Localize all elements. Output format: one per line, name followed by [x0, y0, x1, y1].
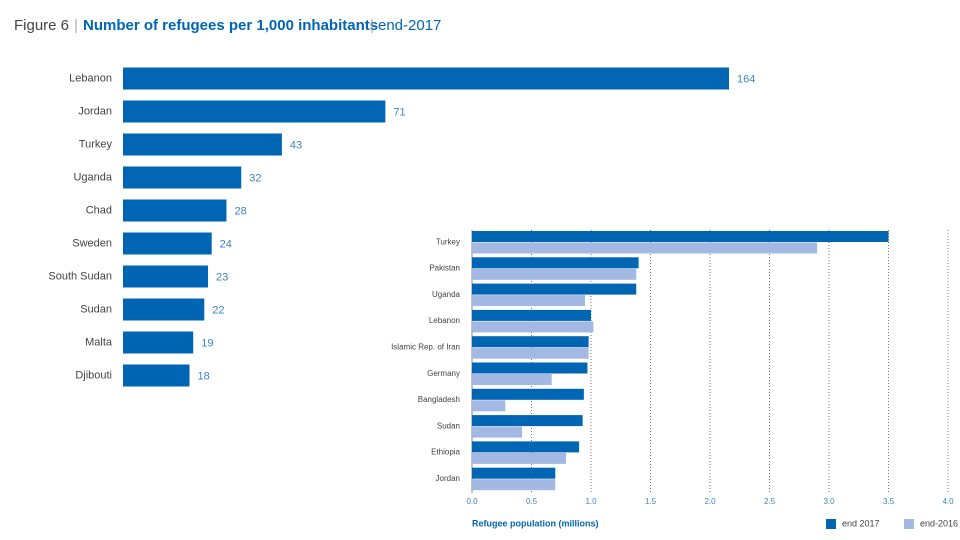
data-label: 23 — [216, 271, 228, 283]
x-tick-label: 0.5 — [526, 497, 538, 506]
data-label: 164 — [737, 73, 755, 85]
bar — [472, 283, 637, 295]
x-tick-label: 1.0 — [585, 497, 597, 506]
x-tick-label: 2.0 — [704, 497, 716, 506]
y-tick-label: Uganda — [73, 171, 112, 183]
figure-label: Figure 6 — [14, 17, 69, 34]
bar — [472, 441, 580, 453]
y-tick-label: Lebanon — [69, 72, 112, 84]
y-tick-label: South Sudan — [48, 270, 112, 282]
bar — [472, 268, 637, 280]
chart-subtitle: end-2017 — [378, 17, 441, 34]
legend-swatch — [826, 519, 836, 529]
y-tick-label: Djibouti — [75, 369, 112, 381]
bar — [472, 347, 589, 359]
bar — [472, 321, 594, 333]
y-tick-label: Islamic Rep. of Iran — [391, 342, 460, 351]
bar — [123, 133, 282, 156]
bar — [472, 400, 506, 412]
data-label: 18 — [198, 370, 210, 382]
bar — [472, 336, 589, 348]
bar — [123, 265, 208, 288]
bar — [123, 67, 729, 90]
bar — [123, 331, 194, 354]
bar — [472, 452, 567, 464]
y-tick-label: Turkey — [79, 138, 113, 150]
x-tick-label: 2.5 — [764, 497, 776, 506]
y-tick-label: Bangladesh — [418, 395, 460, 404]
data-label: 43 — [290, 139, 302, 151]
y-tick-label: Sudan — [80, 303, 112, 315]
legend-swatch — [904, 519, 914, 529]
y-tick-label: Uganda — [432, 290, 461, 299]
bar — [123, 199, 227, 222]
bar — [123, 100, 386, 123]
bar — [472, 415, 583, 427]
bar — [123, 298, 205, 321]
bar — [472, 257, 639, 269]
x-tick-label: 3.5 — [883, 497, 895, 506]
bar — [472, 374, 552, 385]
bar — [123, 232, 212, 255]
x-tick-label: 4.0 — [942, 497, 954, 506]
bar — [472, 231, 889, 242]
bar — [472, 467, 556, 479]
bar — [472, 479, 556, 491]
bar — [472, 388, 584, 400]
y-tick-label: Germany — [427, 369, 460, 378]
bar — [472, 426, 522, 438]
bar — [472, 362, 588, 374]
legend-label: end-2016 — [920, 518, 958, 528]
x-tick-label: 3.0 — [823, 497, 835, 506]
data-label: 71 — [393, 106, 405, 118]
legend-label: end 2017 — [842, 518, 880, 528]
y-tick-label: Malta — [85, 336, 113, 348]
y-tick-label: Sudan — [437, 421, 460, 430]
y-tick-label: Turkey — [436, 237, 460, 246]
y-tick-label: Lebanon — [429, 316, 460, 325]
data-label: 22 — [212, 304, 224, 316]
y-tick-label: Ethiopia — [431, 448, 460, 457]
x-tick-label: 0.0 — [466, 497, 478, 506]
x-axis-title: Refugee population (millions) — [472, 518, 599, 528]
data-label: 28 — [234, 205, 246, 217]
bar — [123, 364, 190, 387]
data-label: 24 — [220, 238, 232, 250]
data-label: 32 — [249, 172, 261, 184]
bar — [472, 295, 586, 307]
bar — [472, 309, 591, 321]
y-tick-label: Jordan — [436, 474, 460, 483]
y-tick-label: Sweden — [72, 237, 112, 249]
y-tick-label: Pakistan — [429, 264, 460, 273]
y-tick-label: Jordan — [78, 105, 112, 117]
data-label: 19 — [201, 337, 213, 349]
bar — [123, 166, 242, 189]
bar — [472, 242, 818, 254]
chart-title: Number of refugees per 1,000 inhabitants — [83, 17, 378, 34]
y-tick-label: Chad — [86, 204, 112, 216]
x-tick-label: 1.5 — [645, 497, 657, 506]
